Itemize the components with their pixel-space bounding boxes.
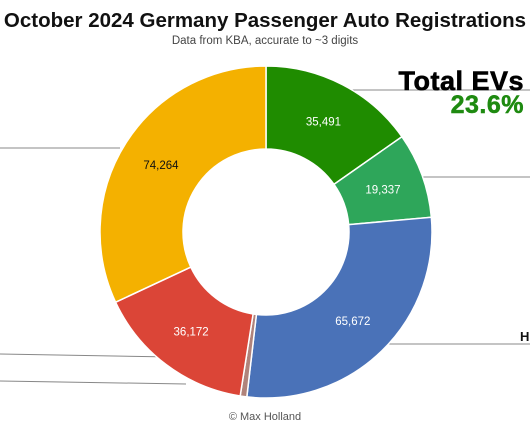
total-evs-label: Total EVs <box>398 66 524 97</box>
slice-value-label-2: 19,337 <box>365 184 400 196</box>
chart-title: October 2024 Germany Passenger Auto Regi… <box>3 9 527 32</box>
slice-value-label-3: 65,672 <box>335 316 370 328</box>
donut-slice-6 <box>99 65 267 304</box>
chart-subtitle: Data from KBA, accurate to ~3 digits <box>171 35 359 47</box>
donut-slice-3 <box>245 216 433 399</box>
total-evs-value: 23.6% <box>450 91 524 120</box>
cropped-leader-label: H <box>520 329 530 344</box>
leader-line-4 <box>0 380 187 385</box>
slice-value-label-6: 74,264 <box>143 160 179 172</box>
slice-value-label-5: 36,172 <box>174 326 209 338</box>
donut-slice-5 <box>114 266 254 397</box>
leader-line-5 <box>0 353 173 358</box>
credit-text: © Max Holland <box>228 411 302 423</box>
slice-value-label-1: 35,491 <box>306 117 341 129</box>
